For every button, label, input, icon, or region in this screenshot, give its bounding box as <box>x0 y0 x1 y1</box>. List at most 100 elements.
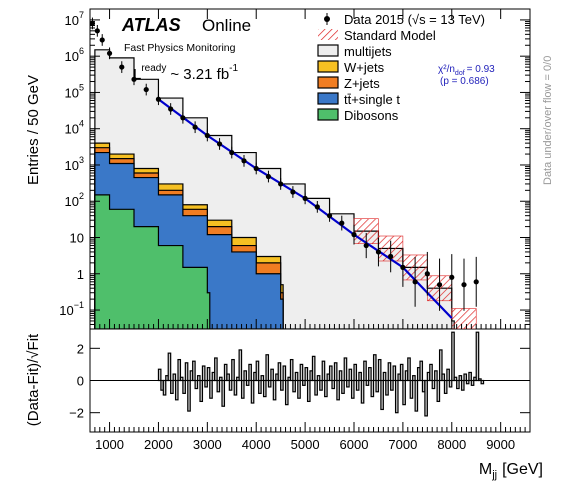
ratio-bar <box>196 375 201 382</box>
ratio-bar <box>297 379 301 399</box>
y-tick-label-exp: 2 <box>79 191 84 201</box>
ratio-bar <box>277 362 282 382</box>
data-point <box>119 64 125 70</box>
data-point <box>461 282 467 288</box>
ratio-bar <box>429 363 433 382</box>
data-point <box>106 50 113 56</box>
ratio-bar <box>289 358 294 382</box>
ratio-bar <box>258 379 262 394</box>
ratio-bar <box>250 379 255 404</box>
ratio-bar <box>206 367 211 382</box>
y-tick-label-exp: 7 <box>79 10 84 20</box>
ratio-bar <box>460 379 465 391</box>
ratio-bar <box>475 331 480 382</box>
lumi-prefix: L <box>133 66 141 83</box>
data-point <box>99 37 105 43</box>
sm-uncertainty-box <box>451 308 477 329</box>
data-point <box>94 28 100 34</box>
data-point <box>388 253 394 260</box>
ratio-bar <box>324 379 328 398</box>
ratio-bar <box>192 360 196 382</box>
ratio-bar <box>336 379 340 401</box>
legend: Data 2015 (√s = 13 TeV)Standard Modelmul… <box>317 12 485 123</box>
online-label: Online <box>202 16 251 35</box>
ratio-bar <box>231 358 235 382</box>
y-tick-label-base: 10 <box>65 158 79 173</box>
ratio-bar <box>402 379 406 406</box>
ratio-bar <box>187 379 191 412</box>
ratio-bar <box>448 379 453 388</box>
ratio-bar <box>338 370 343 382</box>
x-axis-title-unit: [GeV] <box>502 461 543 478</box>
x-tick-label: 2000 <box>144 437 173 452</box>
ratio-bar <box>243 370 248 382</box>
ratio-bar <box>226 373 230 382</box>
ratio-bar <box>368 367 372 382</box>
y-tick-label-base: 1 <box>77 267 84 282</box>
y-tick-label-base: 10 <box>70 231 84 246</box>
x-axis-title: Mjj [GeV] <box>479 461 543 481</box>
data-point <box>302 195 308 201</box>
ratio-bar <box>363 360 367 382</box>
data-point <box>375 249 382 255</box>
ratio-bar <box>284 379 289 406</box>
ratio-bar <box>419 360 424 382</box>
series-dibosons-area <box>94 194 211 329</box>
ratio-bar <box>184 362 189 382</box>
ratio-bar <box>385 379 389 396</box>
legend-swatch-hatch <box>318 29 338 40</box>
data-point <box>216 141 223 147</box>
ratio-bar <box>394 379 399 414</box>
x-tick-label: 7000 <box>388 437 417 452</box>
ratio-plot-content <box>90 331 530 417</box>
ratio-bar <box>174 379 179 401</box>
data-point <box>424 271 430 277</box>
ratio-bar <box>355 379 360 391</box>
ratio-bar <box>304 367 309 382</box>
y-tick-label-base: 10 <box>65 85 79 100</box>
ratio-bar <box>424 379 428 417</box>
ratio-bar <box>431 379 436 390</box>
data-point <box>131 76 137 82</box>
y-tick-label-base: 10 <box>65 194 79 209</box>
ratio-bar <box>302 379 306 386</box>
ratio-bar <box>265 354 270 382</box>
x-tick-label: 1000 <box>95 437 124 452</box>
x-tick-label: 6000 <box>340 437 369 452</box>
ratio-bar <box>228 379 233 391</box>
y-tick-label-base: 10 <box>59 303 73 318</box>
ratio-bar <box>319 379 323 391</box>
legend-swatch <box>317 108 339 121</box>
y-tick-label-main: 106 <box>65 46 84 64</box>
data-point <box>204 132 210 139</box>
y-tick-label-ratio: 2 <box>77 341 84 356</box>
ratio-bar <box>414 379 419 412</box>
ratio-bar <box>314 379 318 396</box>
legend-label: multijets <box>344 44 392 59</box>
ratio-bar <box>182 379 186 394</box>
y-tick-label-exp: 3 <box>79 155 84 165</box>
y-tick-label-ratio: −2 <box>69 406 84 421</box>
ratio-bar <box>456 379 460 390</box>
ratio-bar <box>292 379 296 393</box>
ratio-bar <box>365 379 370 386</box>
data-point <box>192 124 198 130</box>
ratio-bar <box>316 375 321 382</box>
ratio-bar <box>170 379 174 394</box>
ratio-bar <box>341 379 345 394</box>
ratio-bar <box>463 373 468 382</box>
ratio-bar <box>209 379 213 399</box>
y-tick-label-main: 102 <box>65 191 84 209</box>
ratio-bar <box>216 379 221 393</box>
ratio-bar <box>358 371 362 382</box>
y-tick-label-main: 10−1 <box>59 300 84 318</box>
legend-label: W+jets <box>344 60 385 75</box>
data-point <box>241 158 247 164</box>
ratio-bar <box>346 379 350 388</box>
data-point <box>265 173 272 180</box>
ratio-bar <box>280 379 284 391</box>
ratio-bar <box>409 379 414 399</box>
ratio-bar <box>328 365 333 382</box>
y-tick-label-base: 10 <box>65 49 79 64</box>
